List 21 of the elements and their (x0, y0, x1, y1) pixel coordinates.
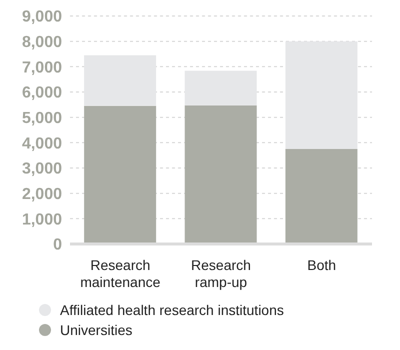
y-tick-label: 3,000 (22, 160, 62, 178)
y-tick-label: 0 (53, 236, 62, 254)
bar (285, 149, 358, 244)
y-tick-label: 8,000 (22, 34, 62, 52)
x-tick-label: Research maintenance (80, 257, 161, 290)
bar (285, 41, 358, 149)
bar (84, 106, 156, 244)
x-tick-label: Both (307, 257, 336, 273)
y-tick-label: 5,000 (22, 110, 62, 128)
bar (84, 55, 156, 106)
bar (184, 105, 257, 244)
y-tick-label: 9,000 (22, 8, 62, 26)
y-tick-label: 6,000 (22, 84, 62, 102)
y-tick-label: 2,000 (22, 186, 62, 204)
bar (184, 70, 257, 106)
legend-label: Affiliated health research institutions (60, 302, 284, 318)
y-tick-label: 4,000 (22, 135, 62, 152)
legend-label: Universities (60, 322, 132, 338)
y-tick-label: 7,000 (22, 59, 62, 76)
y-tick-label: 1,000 (22, 211, 62, 228)
x-tick-label: Research ramp-up (191, 257, 251, 290)
